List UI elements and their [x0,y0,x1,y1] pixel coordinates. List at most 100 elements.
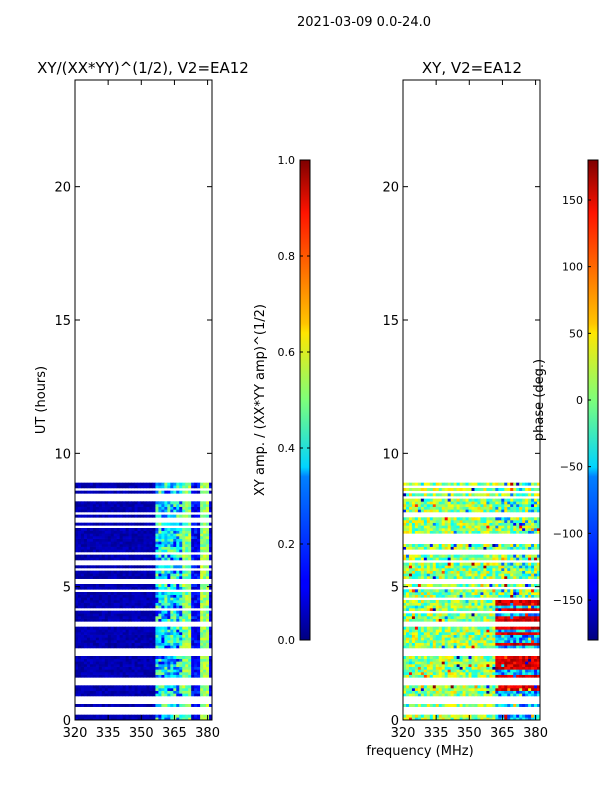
heatmap-cell [116,629,121,633]
heatmap-cell [495,530,499,534]
heatmap-cell [83,666,88,670]
heatmap-cell [465,562,469,566]
heatmap-cell [110,530,115,534]
heatmap-cell [206,509,210,513]
heatmap-cell [525,525,529,529]
heatmap-cell [492,568,496,571]
heatmap-cell [80,626,85,630]
heatmap-cell [495,616,499,619]
heatmap-cell [435,674,440,678]
heatmap-cell [480,589,484,593]
heatmap-cell [534,693,538,697]
heatmap-cell [203,626,207,630]
heatmap-cell [185,576,189,579]
heatmap-cell [471,688,475,691]
heatmap-cell [519,685,523,689]
heatmap-cell [471,557,475,561]
heatmap-cell [534,528,538,531]
heatmap-cell [209,565,213,569]
heatmap-cell [450,629,455,633]
heatmap-cell [456,616,460,619]
heatmap-cell [516,616,520,619]
heatmap-cell [462,544,466,547]
heatmap-cell [453,602,458,606]
heatmap-cell [486,714,490,718]
heatmap-cell [498,669,502,673]
heatmap-cell [459,530,463,534]
heatmap-cell [125,693,130,697]
heatmap-cell [128,549,132,553]
heatmap-cell [474,704,478,707]
amplitude-panel: XY/(XX*YY)^(1/2), V2=EA12 UT (hours) 320… [34,59,249,741]
heatmap-cell [519,669,523,673]
heatmap-cell [447,568,452,571]
heatmap-cell [119,600,124,603]
heatmap-cell [453,573,458,577]
heatmap-cell [182,592,186,595]
heatmap-cell [450,685,455,689]
heatmap-cell [143,640,147,643]
heatmap-cell [203,538,207,542]
heatmap-cell [450,530,455,534]
heatmap-cell [176,674,180,678]
heatmap-cell [516,554,520,558]
heatmap-cell [158,506,162,510]
heatmap-cell [161,600,165,603]
heatmap-cell [197,640,201,643]
heatmap-cell [170,674,174,678]
heatmap-cell [495,562,499,566]
heatmap-cell [185,610,189,614]
heatmap-cell [519,674,523,678]
heatmap-cell [173,533,177,537]
heatmap-cell [179,522,183,526]
heatmap-cell [516,557,520,561]
heatmap-cell [522,602,526,606]
heatmap-cell [89,666,94,670]
heatmap-cell [411,664,416,667]
heatmap-cell [203,565,207,569]
heatmap-cell [203,605,207,609]
heatmap-cell [191,642,195,646]
heatmap-cell [408,592,413,595]
heatmap-cell [531,565,535,569]
heatmap-cell [498,613,502,617]
heatmap-cell [119,573,124,577]
heatmap-cell [86,693,91,697]
heatmap-cell [447,584,452,587]
heatmap-cell [528,674,532,678]
heatmap-cell [110,602,115,606]
heatmap-cell [456,528,460,531]
heatmap-cell [423,530,428,534]
heatmap-cell [465,592,469,595]
heatmap-cell [531,688,535,691]
heatmap-cell [459,666,463,670]
heatmap-cell [468,613,472,617]
heatmap-cell [522,629,526,633]
heatmap-cell [122,645,127,649]
heatmap-cell [170,482,174,486]
heatmap-cell [179,610,183,614]
heatmap-cell [474,690,478,694]
heatmap-cell [119,509,124,513]
heatmap-cell [164,570,168,574]
heatmap-cell [191,674,195,678]
heatmap-cell [450,608,455,611]
colorbar-tick-label: 0.4 [278,442,296,455]
heatmap-cell [492,602,496,606]
heatmap-cell [477,632,481,635]
heatmap-cell [110,666,115,670]
heatmap-cell [486,554,490,558]
heatmap-cell [98,538,103,542]
heatmap-cell [176,658,180,662]
heatmap-cell [140,576,144,579]
heatmap-cell [122,514,127,518]
heatmap-cell [146,688,150,691]
heatmap-cell [92,690,97,694]
heatmap-cell [128,554,132,558]
heatmap-cell [444,661,449,665]
heatmap-cell [462,554,466,558]
heatmap-cell [501,658,505,662]
heatmap-cell [408,565,413,569]
heatmap-cell [528,714,532,718]
heatmap-cell [104,656,109,659]
